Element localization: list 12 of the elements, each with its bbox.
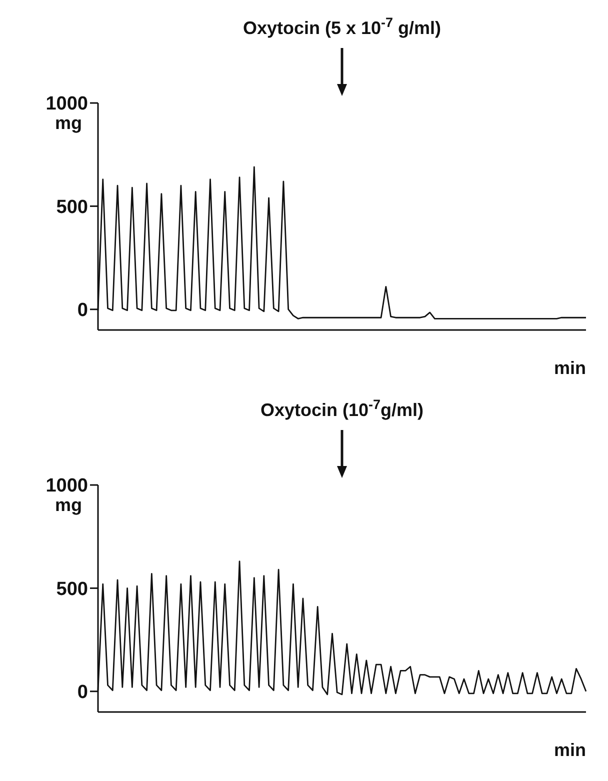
text: Oxytocin (5 x 10$^{-7}$ g/ml) xyxy=(242,14,442,38)
y-tick-label: 1000 xyxy=(46,476,88,497)
y-axis-title: mg xyxy=(55,113,82,133)
text: Oxytocin (10$^{-7}$g/ml) xyxy=(260,396,424,420)
y-tick-label: 500 xyxy=(56,196,88,218)
y-tick-label: 0 xyxy=(77,682,88,704)
y-tick-label: 0 xyxy=(77,300,88,322)
x-axis-title: min xyxy=(554,740,586,760)
y-tick-label: 500 xyxy=(56,578,88,600)
x-axis-title: min xyxy=(554,358,586,378)
y-tick-label: 1000 xyxy=(46,94,88,115)
y-axis-title: mg xyxy=(55,495,82,515)
